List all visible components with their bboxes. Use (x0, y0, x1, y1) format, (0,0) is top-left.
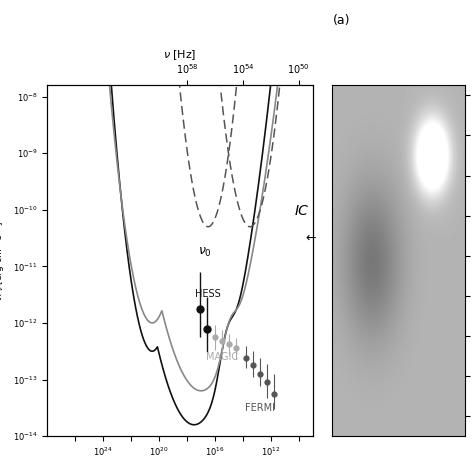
X-axis label: $\nu$ [Hz]: $\nu$ [Hz] (164, 48, 197, 62)
Text: $\nu_0$: $\nu_0$ (198, 246, 212, 259)
Text: FERMI: FERMI (245, 402, 275, 413)
Text: (a): (a) (333, 14, 350, 27)
Text: IC: IC (295, 204, 309, 219)
Text: HESS: HESS (195, 290, 221, 300)
Text: MAGIC: MAGIC (206, 352, 238, 362)
Text: $\leftarrow$: $\leftarrow$ (303, 230, 318, 244)
Y-axis label: $\nu F_\nu$ [erg cm$^{-2}$s$^{-1}$]: $\nu F_\nu$ [erg cm$^{-2}$s$^{-1}$] (0, 220, 7, 301)
